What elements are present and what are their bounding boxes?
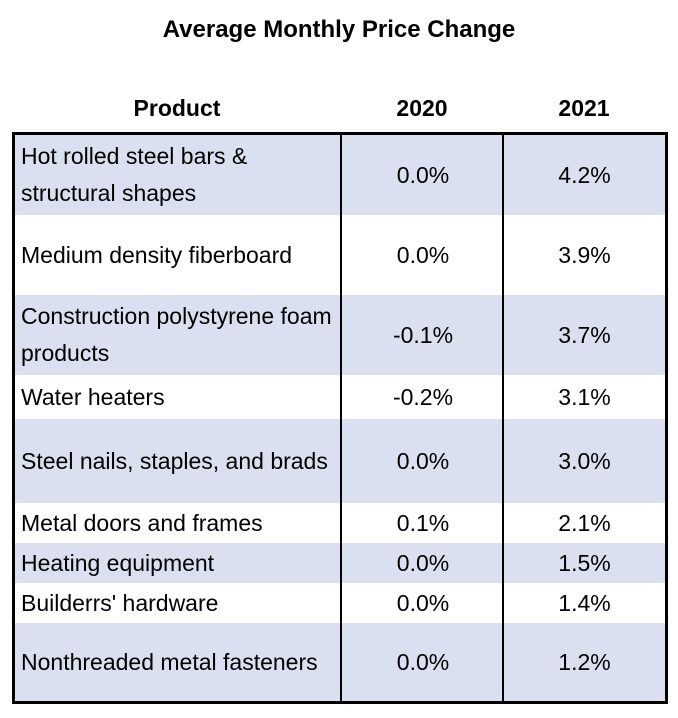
product-cell: Hot rolled steel bars & structural shape… xyxy=(15,135,342,215)
value-2021-cell: 3.9% xyxy=(504,215,665,295)
value-2021-cell: 4.2% xyxy=(504,135,665,215)
value-2021-cell: 3.1% xyxy=(504,375,665,419)
value-2020-cell: 0.0% xyxy=(342,135,504,215)
product-cell: Metal doors and frames xyxy=(15,503,342,543)
product-cell: Builderrs' hardware xyxy=(15,583,342,623)
column-header-2021: 2021 xyxy=(503,95,665,122)
value-2020-cell: 0.0% xyxy=(342,543,504,583)
value-2021-cell: 3.0% xyxy=(504,419,665,503)
value-2020-cell: 0.0% xyxy=(342,623,504,701)
value-2020-cell: 0.0% xyxy=(342,583,504,623)
product-cell: Construction polystyrene foam products xyxy=(15,295,342,375)
table-title: Average Monthly Price Change xyxy=(0,16,678,44)
value-2020-cell: 0.1% xyxy=(342,503,504,543)
product-cell: Water heaters xyxy=(15,375,342,419)
value-2021-cell: 1.4% xyxy=(504,583,665,623)
product-cell: Medium density fiberboard xyxy=(15,215,342,295)
value-2020-cell: 0.0% xyxy=(342,215,504,295)
value-2021-cell: 2.1% xyxy=(504,503,665,543)
value-2020-cell: -0.2% xyxy=(342,375,504,419)
column-divider xyxy=(502,135,504,701)
column-header-product: Product xyxy=(14,95,340,122)
product-cell: Steel nails, staples, and brads xyxy=(15,419,342,503)
value-2021-cell: 1.2% xyxy=(504,623,665,701)
value-2020-cell: 0.0% xyxy=(342,419,504,503)
product-cell: Nonthreaded metal fasteners xyxy=(15,623,342,701)
value-2021-cell: 1.5% xyxy=(504,543,665,583)
value-2021-cell: 3.7% xyxy=(504,295,665,375)
column-header-2020: 2020 xyxy=(342,95,502,122)
column-divider xyxy=(340,135,342,701)
product-cell: Heating equipment xyxy=(15,543,342,583)
price-change-table: Hot rolled steel bars & structural shape… xyxy=(12,132,668,704)
value-2020-cell: -0.1% xyxy=(342,295,504,375)
